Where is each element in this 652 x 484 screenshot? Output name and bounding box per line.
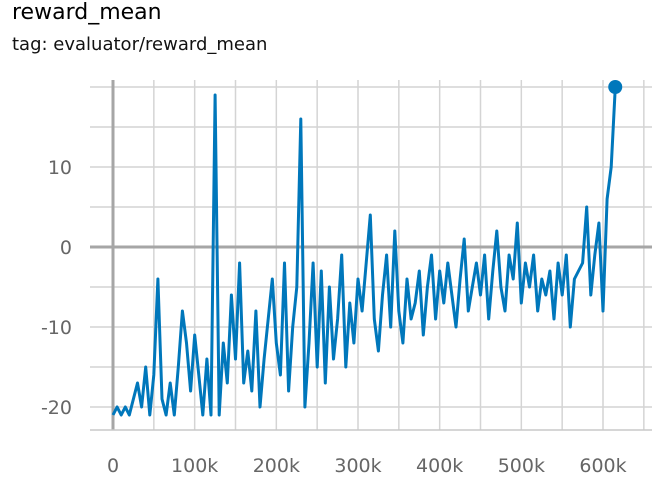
chart-subtitle: tag: evaluator/reward_mean [12,34,268,55]
x-tick-label: 300k [334,455,381,477]
series-layer [111,80,623,417]
x-tick-label: 600k [579,455,626,477]
last-point-marker [608,80,623,94]
x-tick-label: 500k [498,455,545,477]
y-tick-label: 10 [48,157,72,179]
series-line [111,86,617,417]
y-tick-label: -10 [41,317,72,339]
x-tick-label: 200k [253,455,300,477]
x-tick-label: 400k [416,455,463,477]
y-tick-label: 0 [60,237,72,259]
x-tick-label: 100k [171,455,218,477]
grid-lines [90,80,652,430]
x-tick-label: 0 [107,455,119,477]
y-tick-label: -20 [41,397,72,419]
tick-labels: 0 100k 200k 300k 400k 500k 600k -20 -10 0 10 [41,157,627,477]
chart-title: reward_mean [12,0,162,25]
